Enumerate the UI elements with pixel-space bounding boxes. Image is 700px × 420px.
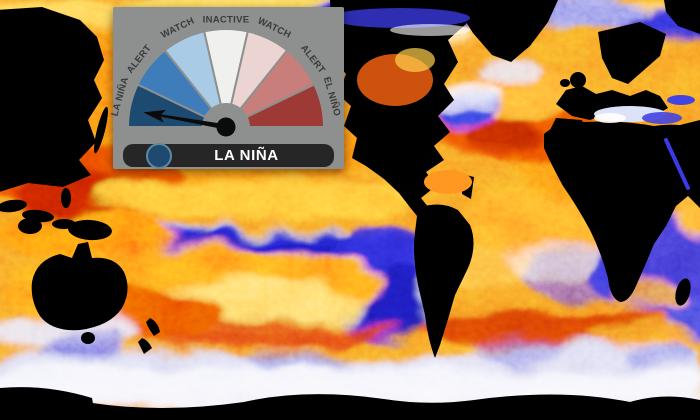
greenland [446, 0, 558, 62]
africa [544, 121, 700, 302]
black-sea [667, 95, 695, 105]
land-overlay-features [330, 8, 695, 194]
tasmania [81, 332, 95, 344]
new-guinea [68, 219, 112, 241]
new-zealand [138, 318, 160, 354]
australia [31, 242, 128, 331]
gauge-label-el-ni-o: EL NIÑO [321, 76, 343, 118]
red-sea [664, 138, 690, 190]
south-america [414, 204, 474, 358]
scandinavia [598, 22, 666, 84]
north-america [330, 0, 474, 216]
gauge-label-la-ni-a: LA NIÑA [109, 76, 131, 118]
gauge-segment-el-ni-o [245, 83, 326, 128]
antarctica [0, 387, 700, 420]
gauge-hub [216, 117, 236, 137]
madagascar [675, 278, 691, 306]
asia-landmass [0, 7, 104, 192]
enso-status-label: LA NIÑA [214, 147, 279, 164]
arabia [664, 120, 700, 196]
gauge-label-inactive: INACTIVE [203, 15, 250, 26]
continents-layer [0, 0, 700, 358]
britain [570, 72, 586, 88]
japan [94, 106, 108, 154]
enso-gauge-panel: LA NIÑA ALERT WATCH INACTIVE WATCH ALERT EL NI… [109, 7, 344, 169]
gauge-needle [143, 109, 235, 132]
ireland [560, 79, 570, 87]
status-indicator-dot [146, 143, 172, 169]
enso-status-bar: LA NIÑA [123, 144, 334, 167]
